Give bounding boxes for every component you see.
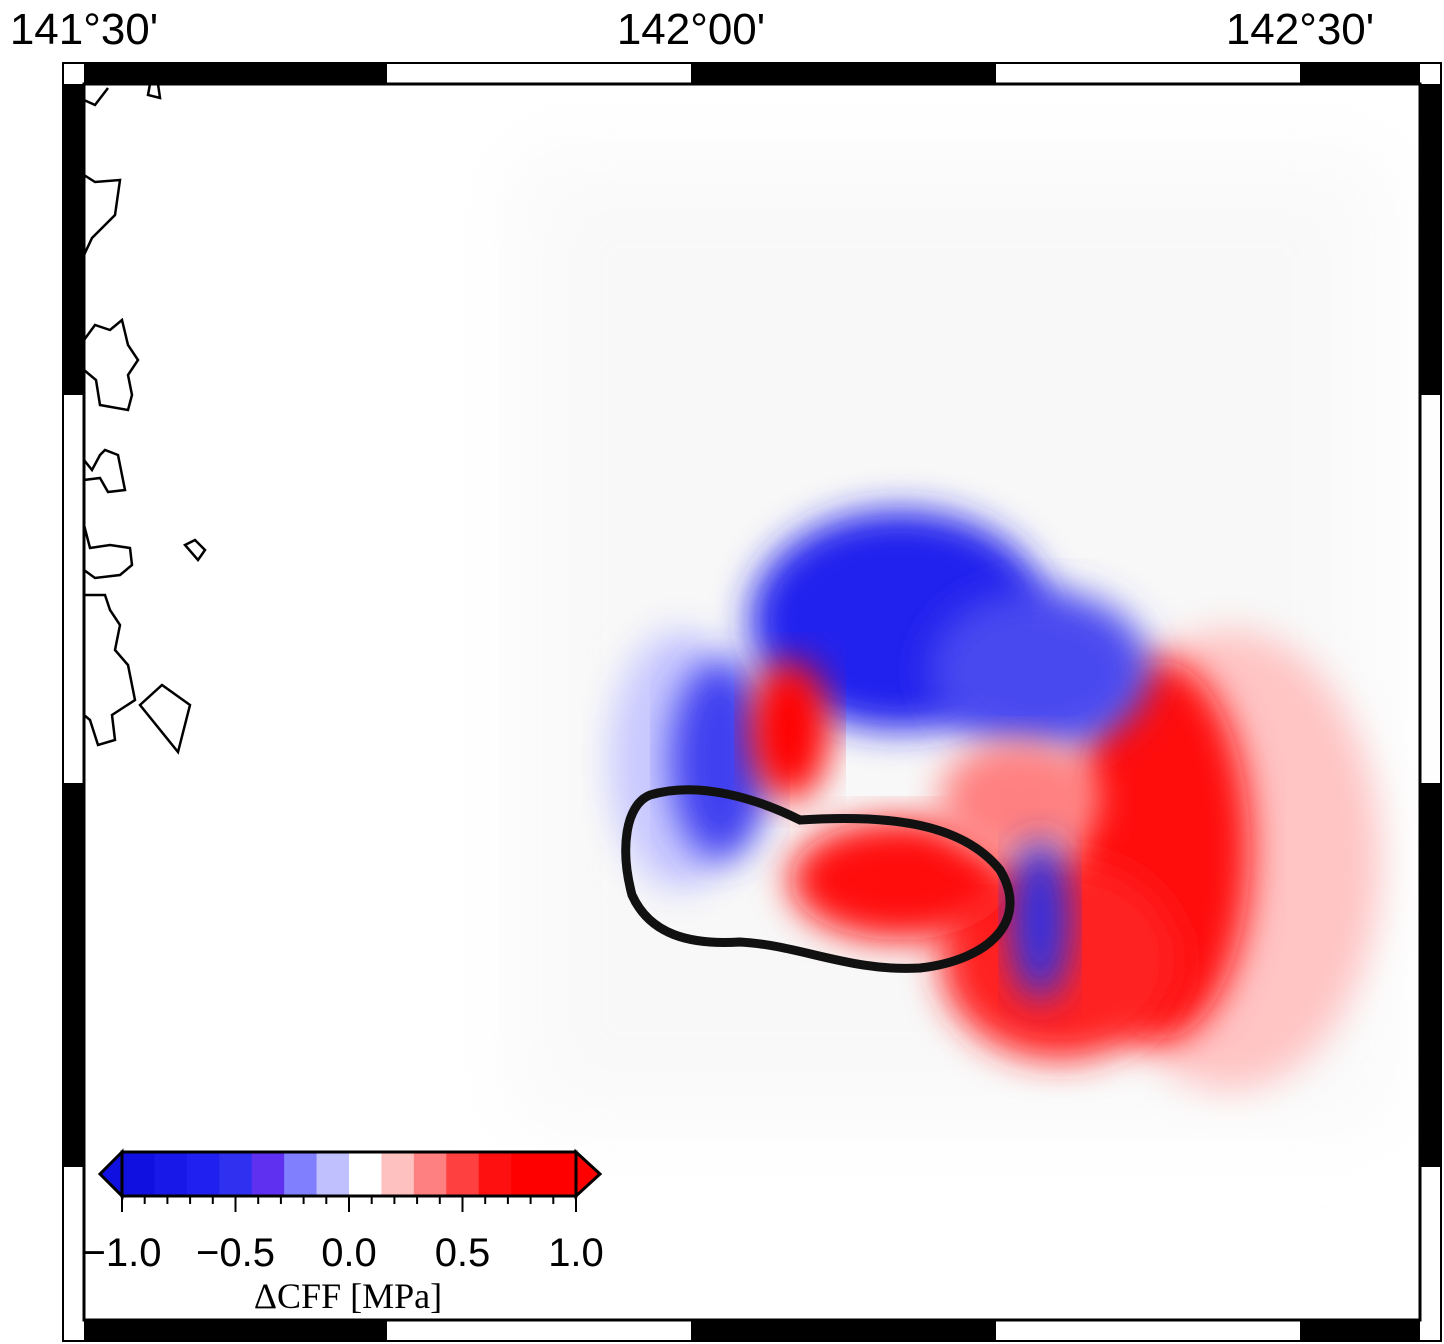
colorbar-swatch: [413, 1152, 447, 1196]
colorbar-tick-label: 0.0: [321, 1231, 377, 1275]
rupture-contour: [621, 785, 1015, 973]
longitude-label: 141°30': [10, 5, 158, 54]
colorbar-swatch: [284, 1152, 318, 1196]
colorbar-tick-label: −0.5: [196, 1231, 275, 1275]
colorbar: −1.0 −0.5 0.0 0.5 1.0: [83, 1148, 604, 1275]
colorbar-swatch: [219, 1152, 253, 1196]
colorbar-swatch: [446, 1152, 480, 1196]
stress-field: [520, 160, 1380, 1120]
colorbar-swatch: [122, 1152, 155, 1196]
colorbar-end: [574, 1148, 603, 1200]
colorbar-swatch: [186, 1152, 220, 1196]
colorbar-swatch: [154, 1152, 188, 1196]
colorbar-swatch: [381, 1152, 415, 1196]
colorbar-tick-label: 0.5: [435, 1231, 491, 1275]
colorbar-swatch: [478, 1152, 512, 1196]
colorbar-end: [97, 1148, 124, 1200]
colorbar-swatch: [316, 1152, 350, 1196]
colorbar-swatch: [251, 1152, 285, 1196]
colorbar-tick-label: 1.0: [548, 1231, 604, 1275]
longitude-label: 142°00': [617, 5, 765, 54]
coastline: [82, 83, 207, 755]
colorbar-swatch: [349, 1152, 382, 1196]
colorbar-swatch: [511, 1152, 545, 1196]
colorbar-title: ΔCFF [MPa]: [254, 1276, 442, 1316]
longitude-label: 142°30': [1226, 5, 1374, 54]
colorbar-swatch: [543, 1152, 577, 1196]
map-frame: [62, 62, 1442, 1342]
colorbar-tick-label: −1.0: [83, 1231, 162, 1275]
